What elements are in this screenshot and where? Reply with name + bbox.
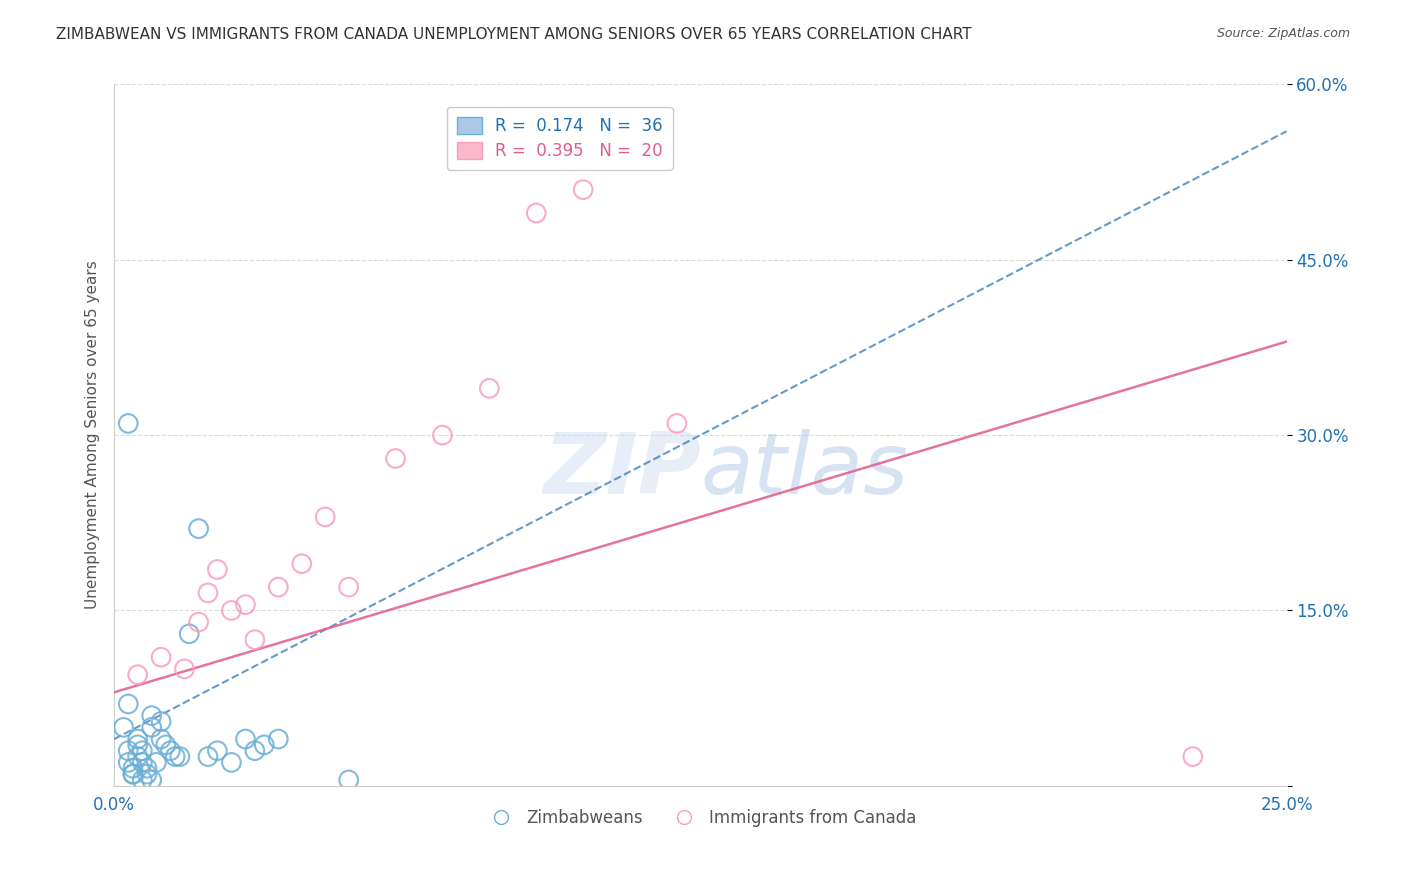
Point	[665, 417, 688, 431]
Point	[197, 586, 219, 600]
Point	[150, 714, 173, 729]
Point	[572, 183, 595, 197]
Y-axis label: Unemployment Among Seniors over 65 years: Unemployment Among Seniors over 65 years	[86, 260, 100, 609]
Point	[127, 667, 149, 681]
Point	[207, 562, 229, 576]
Point	[221, 756, 243, 770]
Point	[169, 749, 191, 764]
Point	[432, 428, 454, 442]
Point	[131, 772, 153, 787]
Point	[117, 697, 139, 711]
Point	[141, 708, 163, 723]
Point	[145, 756, 167, 770]
Point	[131, 744, 153, 758]
Point	[117, 417, 139, 431]
Point	[337, 580, 360, 594]
Point	[159, 744, 181, 758]
Point	[337, 772, 360, 787]
Point	[117, 756, 139, 770]
Point	[141, 772, 163, 787]
Point	[141, 720, 163, 734]
Point	[197, 749, 219, 764]
Point	[314, 510, 336, 524]
Point	[150, 650, 173, 665]
Point	[127, 749, 149, 764]
Point	[235, 598, 257, 612]
Point	[267, 580, 290, 594]
Text: ZIP: ZIP	[543, 429, 700, 512]
Point	[207, 744, 229, 758]
Point	[187, 522, 209, 536]
Point	[291, 557, 314, 571]
Point	[267, 732, 290, 747]
Point	[117, 744, 139, 758]
Point	[155, 738, 177, 752]
Text: Source: ZipAtlas.com: Source: ZipAtlas.com	[1216, 27, 1350, 40]
Point	[136, 767, 159, 781]
Point	[131, 756, 153, 770]
Point	[173, 662, 195, 676]
Text: atlas: atlas	[700, 429, 908, 512]
Point	[221, 603, 243, 617]
Point	[235, 732, 257, 747]
Point	[127, 738, 149, 752]
Point	[122, 761, 145, 775]
Point	[122, 767, 145, 781]
Point	[243, 744, 266, 758]
Point	[187, 615, 209, 629]
Point	[478, 381, 501, 395]
Text: ZIMBABWEAN VS IMMIGRANTS FROM CANADA UNEMPLOYMENT AMONG SENIORS OVER 65 YEARS CO: ZIMBABWEAN VS IMMIGRANTS FROM CANADA UNE…	[56, 27, 972, 42]
Point	[127, 732, 149, 747]
Point	[112, 720, 135, 734]
Point	[384, 451, 406, 466]
Point	[150, 732, 173, 747]
Point	[122, 767, 145, 781]
Point	[524, 206, 547, 220]
Point	[165, 749, 187, 764]
Point	[136, 761, 159, 775]
Point	[253, 738, 276, 752]
Legend: Zimbabweans, Immigrants from Canada: Zimbabweans, Immigrants from Canada	[478, 802, 924, 833]
Point	[179, 627, 201, 641]
Point	[243, 632, 266, 647]
Point	[1181, 749, 1204, 764]
